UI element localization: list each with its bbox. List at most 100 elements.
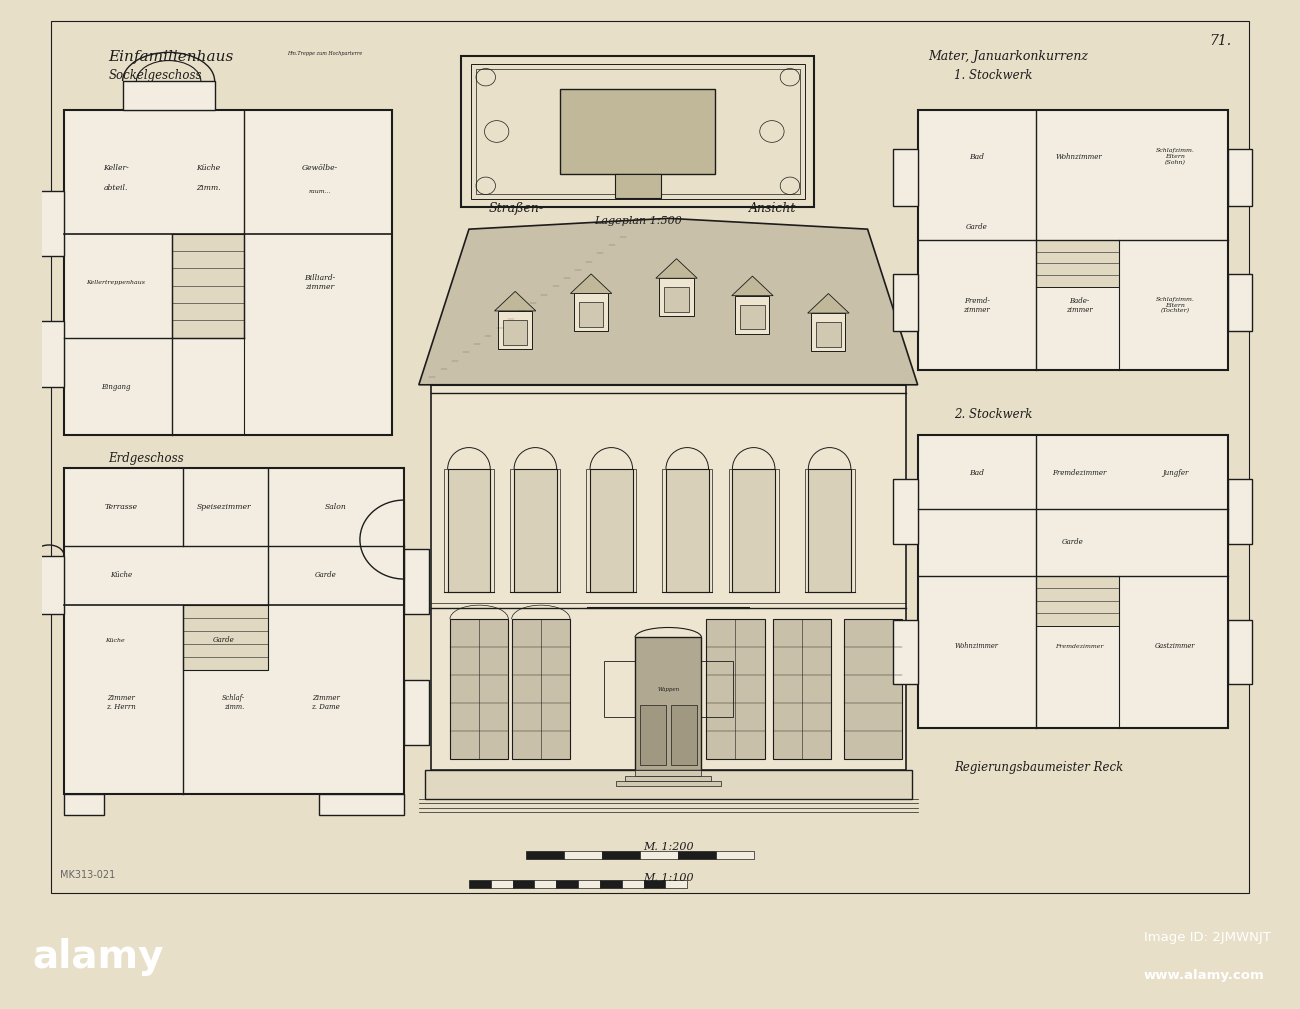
Text: Speisezimmer: Speisezimmer: [196, 503, 251, 511]
Bar: [447, 469, 490, 592]
Text: Fremdezimmer: Fremdezimmer: [1052, 469, 1106, 477]
Text: www.alamy.com: www.alamy.com: [1144, 969, 1265, 982]
Bar: [64, 793, 104, 815]
Text: Jungfer: Jungfer: [1162, 469, 1188, 477]
Text: Ansicht: Ansicht: [749, 202, 797, 215]
Text: Küche: Küche: [196, 164, 220, 173]
Bar: [512, 620, 571, 760]
Bar: [450, 620, 508, 760]
Polygon shape: [807, 294, 849, 313]
Bar: [36, 322, 64, 386]
Text: Hin.Treppe zum Hochparterre: Hin.Treppe zum Hochparterre: [287, 51, 363, 57]
Bar: [469, 880, 491, 888]
Bar: [1228, 273, 1252, 331]
Bar: [893, 273, 918, 331]
Text: Wohnzimmer: Wohnzimmer: [954, 643, 998, 651]
Text: Fremd-
zimmer: Fremd- zimmer: [963, 297, 991, 314]
Bar: [640, 851, 677, 859]
Text: Garde: Garde: [1062, 539, 1084, 546]
Bar: [64, 468, 404, 793]
Bar: [556, 880, 578, 888]
Text: Wappen: Wappen: [658, 687, 680, 692]
Bar: [578, 880, 599, 888]
Bar: [575, 294, 608, 332]
Polygon shape: [732, 276, 774, 296]
Polygon shape: [571, 274, 612, 294]
Text: Zimmer
z. Herrn: Zimmer z. Herrn: [107, 694, 136, 711]
Bar: [471, 65, 805, 199]
Bar: [183, 604, 268, 670]
Bar: [816, 322, 841, 347]
Bar: [36, 191, 64, 256]
Bar: [740, 305, 764, 329]
Bar: [476, 69, 800, 195]
Text: Zimmer
z. Dame: Zimmer z. Dame: [312, 694, 341, 711]
Bar: [677, 851, 716, 859]
Bar: [64, 110, 393, 435]
Text: Bade-
zimmer: Bade- zimmer: [1066, 297, 1092, 314]
Text: Bad: Bad: [968, 152, 984, 160]
Bar: [122, 81, 214, 110]
Text: 1. Stockwerk: 1. Stockwerk: [954, 69, 1032, 82]
Bar: [615, 174, 662, 199]
Text: Eingang: Eingang: [101, 382, 131, 390]
Bar: [1228, 620, 1252, 684]
Bar: [599, 880, 621, 888]
Bar: [736, 296, 770, 334]
Bar: [534, 880, 556, 888]
Bar: [716, 851, 754, 859]
Bar: [425, 770, 911, 799]
Text: Fremdezimmer: Fremdezimmer: [1054, 644, 1104, 649]
Polygon shape: [494, 292, 536, 311]
Bar: [514, 469, 556, 592]
Bar: [666, 469, 709, 592]
Bar: [1228, 149, 1252, 206]
Bar: [445, 469, 494, 592]
Bar: [432, 384, 906, 770]
Text: Terrasse: Terrasse: [105, 503, 138, 511]
Text: Billiard-
zimmer: Billiard- zimmer: [304, 273, 335, 291]
Bar: [732, 469, 775, 592]
Bar: [172, 233, 244, 338]
Bar: [586, 469, 636, 592]
Text: Kellertreppenhaus: Kellertreppenhaus: [87, 279, 146, 285]
Text: Schlaf-
zimm.: Schlaf- zimm.: [222, 694, 246, 711]
Bar: [918, 110, 1228, 370]
Text: Schlafzimm.
Eltern
(Tochter): Schlafzimm. Eltern (Tochter): [1156, 297, 1195, 314]
Text: alamy: alamy: [32, 937, 164, 976]
Bar: [893, 479, 918, 544]
Text: Salon: Salon: [325, 503, 347, 511]
Bar: [616, 781, 722, 786]
Bar: [564, 851, 602, 859]
Bar: [491, 880, 512, 888]
Bar: [590, 469, 633, 592]
Bar: [602, 851, 640, 859]
Bar: [659, 278, 694, 316]
Bar: [893, 149, 918, 206]
Text: Schlafzimm.
Eltern
(Sohn): Schlafzimm. Eltern (Sohn): [1156, 148, 1195, 165]
Text: Garde: Garde: [213, 637, 234, 645]
Bar: [809, 469, 852, 592]
Bar: [671, 705, 697, 765]
Text: Wohnzimmer: Wohnzimmer: [1056, 152, 1102, 160]
Text: Straßen-: Straßen-: [489, 202, 543, 215]
Text: Einfamilienhaus: Einfamilienhaus: [108, 50, 234, 65]
Bar: [498, 311, 532, 349]
Bar: [893, 620, 918, 684]
Bar: [1036, 576, 1119, 626]
Text: M. 1:100: M. 1:100: [644, 873, 694, 883]
Text: Garde: Garde: [966, 223, 988, 231]
Bar: [844, 620, 902, 760]
Bar: [1228, 479, 1252, 544]
Text: Garde: Garde: [315, 571, 337, 579]
Bar: [512, 880, 534, 888]
Text: Regierungsbaumeister Reck: Regierungsbaumeister Reck: [954, 761, 1123, 774]
Bar: [404, 680, 429, 745]
Polygon shape: [655, 258, 697, 278]
Bar: [32, 556, 64, 614]
Bar: [560, 89, 715, 174]
Text: Zimm.: Zimm.: [196, 184, 221, 192]
Bar: [404, 549, 429, 614]
Text: Mater, Januarkonkurrenz: Mater, Januarkonkurrenz: [928, 50, 1088, 64]
Bar: [621, 880, 644, 888]
